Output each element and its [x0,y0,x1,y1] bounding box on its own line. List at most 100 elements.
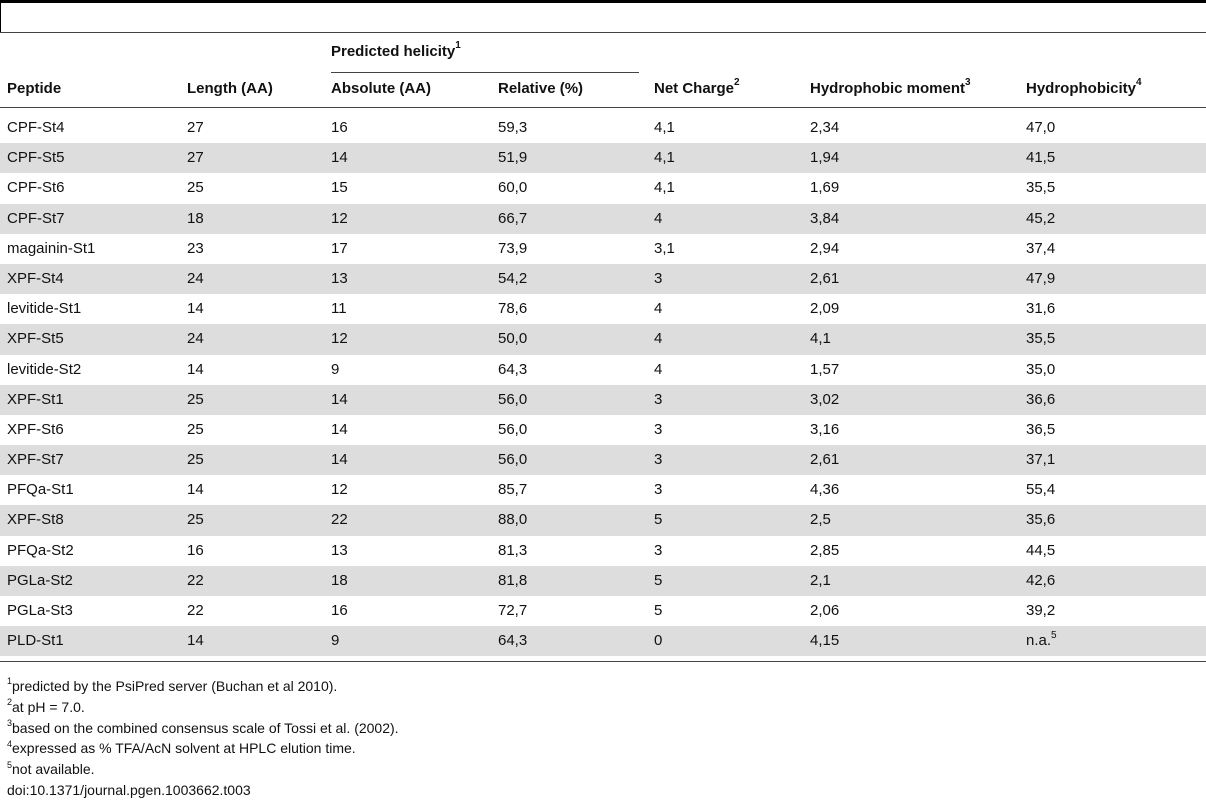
cell-hydrophobic-moment: 2,09 [810,300,840,318]
cell-net-charge: 5 [654,602,663,619]
cell-net-charge: 3 [654,420,663,438]
table-row: XPF-St8 25 22 88,0 5 2,5 35,6 [0,505,1206,536]
cell-hydrophobic-moment: 1,57 [810,360,840,378]
cell-relative: 56,0 [498,451,528,469]
table-row: CPF-St5 27 14 51,9 4,1 1,94 41,5 [0,143,1206,174]
cell-length: 25 [187,179,204,197]
table-row: PLD-St1 14 9 64,3 0 4,15 n.a.5 [0,626,1206,657]
group-header-predicted-helicity: Predicted helicity1 [331,40,461,61]
cell-absolute: 17 [331,239,348,257]
cell-net-charge: 4 [654,300,663,318]
cell-peptide: PGLa-St2 [7,571,73,589]
cell-hydrophobic-moment: 4,36 [810,481,840,499]
cell-peptide: magainin-St1 [7,239,96,257]
cell-peptide: levitide-St2 [7,360,82,378]
table-row: levitide-St2 14 9 64,3 4 1,57 35,0 [0,355,1206,385]
cell-absolute: 9 [331,632,340,650]
cell-length: 25 [187,390,204,408]
footnote-5: 5not available. [7,759,95,778]
cell-hydrophobic-moment: 2,61 [810,451,840,469]
cell-hydrophobic-moment: 1,94 [810,149,840,167]
cell-relative: 85,7 [498,481,528,499]
cell-peptide: PLD-St1 [7,632,64,650]
cell-length: 25 [187,511,204,529]
cell-absolute: 12 [331,481,348,499]
table-row: CPF-St6 25 15 60,0 4,1 1,69 35,5 [0,173,1206,203]
cell-absolute: 22 [331,511,348,529]
cell-hydrophobicity: 55,4 [1026,481,1056,499]
cell-hydrophobic-moment: 2,06 [810,602,840,619]
cell-absolute: 13 [331,269,348,287]
cell-hydrophobic-moment: 3,02 [810,390,840,408]
cell-net-charge: 5 [654,571,663,589]
cell-relative: 81,8 [498,571,528,589]
cell-absolute: 16 [331,119,348,136]
cell-hydrophobic-moment: 2,94 [810,239,840,257]
cell-net-charge: 4,1 [654,149,675,167]
cell-length: 18 [187,209,204,227]
footnotes: 1predicted by the PsiPred server (Buchan… [7,676,399,801]
cell-net-charge: 4,1 [654,119,675,136]
cell-net-charge: 3 [654,390,663,408]
cell-net-charge: 3 [654,541,663,559]
cell-length: 23 [187,239,204,257]
cell-net-charge: 3 [654,269,663,287]
table-row: PGLa-St3 22 16 72,7 5 2,06 39,2 [0,596,1206,626]
cell-length: 14 [187,632,204,650]
cell-peptide: XPF-St4 [7,269,64,287]
cell-peptide: CPF-St6 [7,179,65,197]
cell-peptide: CPF-St5 [7,149,65,167]
cell-relative: 64,3 [498,360,528,378]
cell-hydrophobicity: 41,5 [1026,149,1056,167]
table-row: PFQa-St2 16 13 81,3 3 2,85 44,5 [0,536,1206,566]
cell-hydrophobicity: 36,5 [1026,420,1056,438]
cell-hydrophobicity: 35,6 [1026,511,1056,529]
cell-relative: 59,3 [498,119,528,136]
table-row: magainin-St1 23 17 73,9 3,1 2,94 37,4 [0,234,1206,264]
cell-net-charge: 3 [654,451,663,469]
cell-absolute: 9 [331,360,340,378]
cell-hydrophobicity: 45,2 [1026,209,1056,227]
cell-peptide: XPF-St5 [7,330,64,348]
cell-length: 16 [187,541,204,559]
cell-hydrophobicity: 35,0 [1026,360,1056,378]
cell-hydrophobicity: 47,0 [1026,119,1056,136]
cell-hydrophobic-moment: 4,15 [810,632,840,650]
cell-length: 25 [187,451,204,469]
cell-net-charge: 4,1 [654,179,675,197]
cell-absolute: 14 [331,420,348,438]
cell-hydrophobicity: 31,6 [1026,300,1056,318]
column-header-peptide: Peptide [7,80,62,97]
cell-hydrophobicity: 37,4 [1026,239,1056,257]
cell-length: 24 [187,330,204,348]
cell-absolute: 14 [331,149,348,167]
column-header-relative: Relative (%) [498,80,584,97]
table-row: CPF-St4 27 16 59,3 4,1 2,34 47,0 [0,113,1206,143]
doi-line: doi:10.1371/journal.pgen.1003662.t003 [7,781,251,798]
cell-peptide: CPF-St7 [7,209,65,227]
cell-hydrophobicity: 42,6 [1026,571,1056,589]
column-header-hydrophobic-moment: Hydrophobic moment3 [810,77,971,98]
footnote-1: 1predicted by the PsiPred server (Buchan… [7,676,338,694]
column-header-net-charge: Net Charge2 [654,77,740,98]
column-header-absolute: Absolute (AA) [331,80,431,97]
cell-hydrophobicity: 37,1 [1026,451,1056,469]
footnote-2: 2at pH = 7.0. [7,697,85,715]
table-row: XPF-St7 25 14 56,0 3 2,61 37,1 [0,445,1206,476]
cell-peptide: XPF-St7 [7,451,64,469]
cell-absolute: 15 [331,179,348,197]
cell-net-charge: 5 [654,511,663,529]
cell-hydrophobic-moment: 2,1 [810,571,831,589]
cell-hydrophobicity: 35,5 [1026,179,1056,197]
cell-hydrophobic-moment: 4,1 [810,330,831,348]
table-top-rule [0,0,1206,3]
cell-absolute: 16 [331,602,348,619]
cell-relative: 54,2 [498,269,528,287]
table-row: PGLa-St2 22 18 81,8 5 2,1 42,6 [0,565,1206,596]
cell-net-charge: 4 [654,330,663,348]
cell-peptide: levitide-St1 [7,300,82,318]
cell-net-charge: 4 [654,209,663,227]
cell-relative: 51,9 [498,149,528,167]
cell-absolute: 12 [331,330,348,348]
cell-net-charge: 4 [654,360,663,378]
